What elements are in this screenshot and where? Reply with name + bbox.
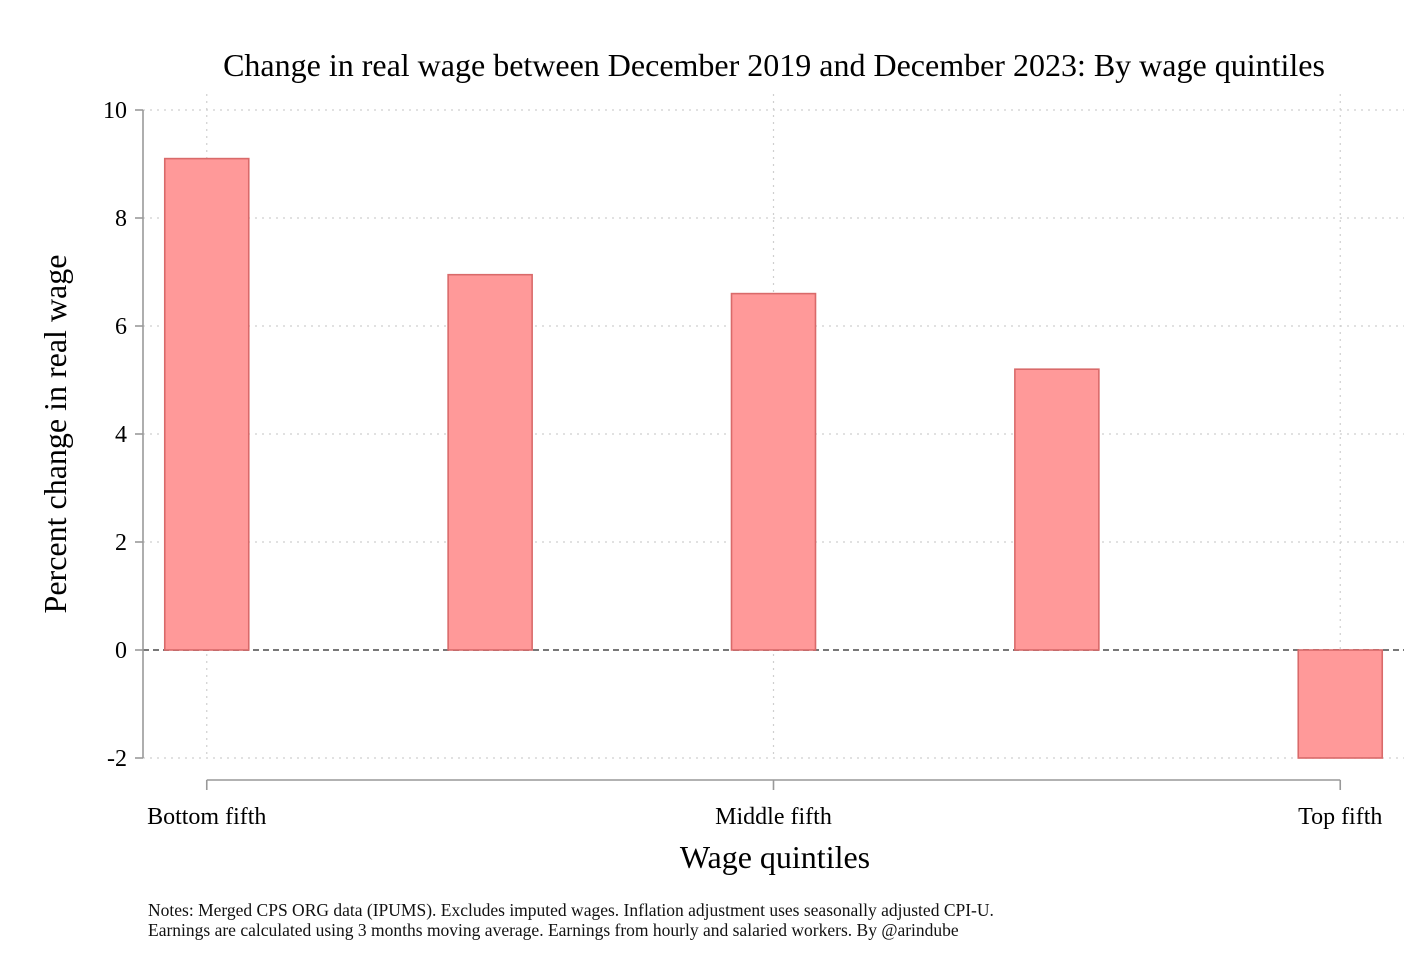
bar-2 [447,273,533,651]
y-tick-label: 8 [115,206,127,232]
y-axis: -2 0 2 4 6 8 10 [103,98,144,772]
x-axis: Bottom fifth Middle fifth Top fifth [147,779,1382,830]
x-tick-label: Bottom fifth [147,804,266,830]
x-axis-title: Wage quintiles [680,839,870,875]
chart-title: Change in real wage between December 201… [223,47,1325,83]
y-tick-label: 10 [103,98,127,124]
y-tick-label: 4 [115,422,127,448]
x-tick-label: Top fifth [1298,804,1382,830]
bar-3 [730,292,817,651]
notes-line-2: Earnings are calculated using 3 months m… [148,920,959,940]
bar-5 [1297,649,1384,759]
y-tick-label: 0 [115,638,127,664]
bars [163,157,1384,759]
notes-line-1: Notes: Merged CPS ORG data (IPUMS). Excl… [148,900,994,920]
chart-notes: Notes: Merged CPS ORG data (IPUMS). Excl… [148,900,994,940]
y-axis-title: Percent change in real wage [37,255,73,614]
bar-4 [1014,368,1100,651]
y-tick-label: 2 [115,530,127,556]
y-tick-label: 6 [115,314,127,340]
bar-1 [163,157,250,651]
x-tick-label: Middle fifth [715,804,832,830]
y-tick-label: -2 [107,746,127,772]
